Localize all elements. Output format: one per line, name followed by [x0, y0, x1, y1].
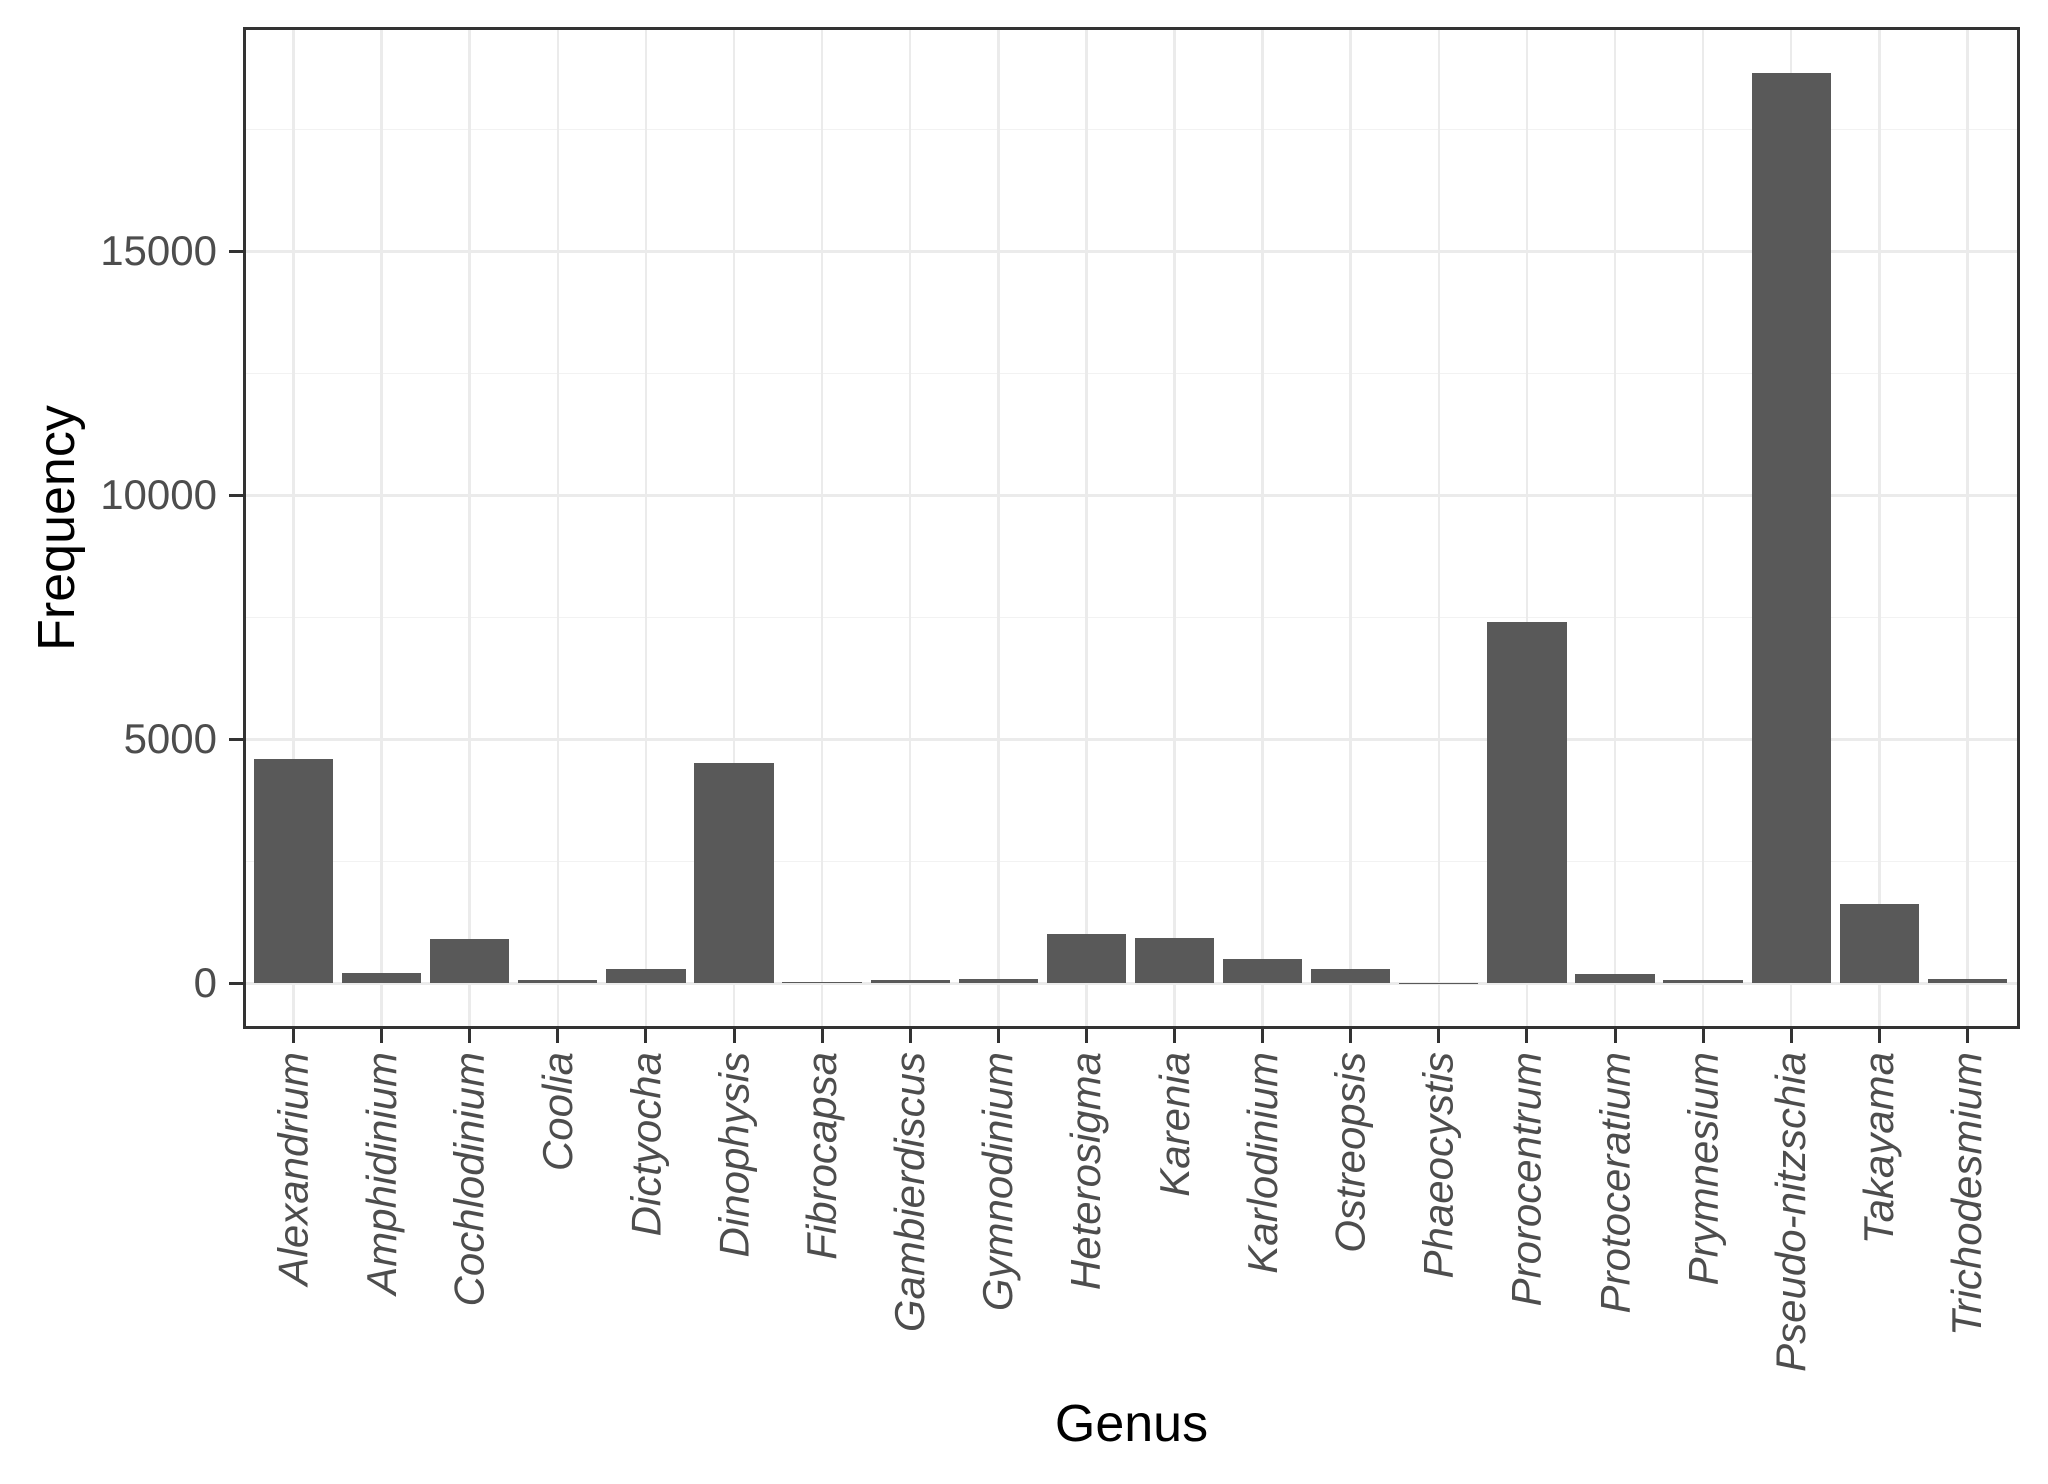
bar-pseudo-nitzschia [1751, 73, 1831, 984]
x-tick-label-phaeocystis: Phaeocystis [1414, 1052, 1462, 1279]
gridline-minor-y-12500 [246, 372, 2017, 375]
x-tick-label-heterosigma: Heterosigma [1062, 1052, 1110, 1291]
y-tick-15000 [229, 249, 243, 253]
gridline-major-x-coolia [556, 30, 560, 1026]
x-tick-label-pseudo-nitzschia: Pseudo-nitzschia [1767, 1052, 1815, 1372]
gridline-major-x-cochlodinium [468, 30, 471, 1026]
bar-heterosigma [1046, 934, 1127, 984]
gridline-major-x-fibrocapsa [820, 30, 824, 1026]
bar-ostreopsis [1311, 968, 1391, 984]
gridline-major-x-alexandrium [292, 30, 295, 1026]
x-tick-gambierdiscus [908, 1029, 912, 1043]
gridline-major-x-ostreopsis [1349, 30, 1352, 1026]
x-tick-karenia [1173, 1029, 1176, 1043]
x-tick-label-fibrocapsa: Fibrocapsa [798, 1052, 846, 1260]
bar-prorocentrum [1487, 622, 1567, 984]
gridline-major-x-takayama [1878, 30, 1881, 1026]
x-tick-heterosigma [1084, 1029, 1088, 1043]
x-tick-prorocentrum [1525, 1029, 1529, 1043]
bar-alexandrium [253, 758, 334, 984]
bar-coolia [518, 980, 598, 984]
x-tick-protoceratium [1613, 1029, 1617, 1043]
gridline-major-x-karenia [1173, 30, 1176, 1026]
y-axis-title: Frequency [28, 405, 86, 651]
gridline-major-x-karlodinium [1261, 30, 1264, 1026]
x-tick-label-karlodinium: Karlodinium [1238, 1052, 1286, 1274]
bar-gambierdiscus [870, 980, 950, 984]
bar-trichodesmium [1927, 979, 2008, 984]
x-tick-fibrocapsa [820, 1029, 824, 1043]
gridline-major-x-prymnesium [1701, 30, 1705, 1026]
gridline-major-x-trichodesmium [1966, 30, 1969, 1026]
x-tick-pseudo-nitzschia [1789, 1029, 1793, 1043]
x-tick-takayama [1877, 1029, 1881, 1043]
x-tick-dinophysis [732, 1029, 736, 1043]
x-tick-label-gymnodinium: Gymnodinium [974, 1052, 1022, 1312]
bar-takayama [1839, 904, 1919, 984]
x-tick-label-dictyocha: Dictyocha [621, 1052, 669, 1237]
gridline-major-x-prorocentrum [1525, 30, 1529, 1026]
x-tick-label-takayama: Takayama [1855, 1052, 1903, 1245]
gridline-major-x-gymnodinium [997, 30, 1000, 1026]
x-tick-coolia [556, 1029, 560, 1043]
x-tick-label-trichodesmium: Trichodesmium [1943, 1052, 1991, 1336]
x-tick-cochlodinium [468, 1029, 472, 1043]
gridline-major-x-phaeocystis [1437, 30, 1441, 1026]
gridline-minor-y-7500 [246, 616, 2017, 619]
bar-cochlodinium [430, 939, 510, 984]
bar-amphidinium [341, 973, 422, 984]
x-tick-label-karenia: Karenia [1150, 1052, 1198, 1197]
plot-panel [243, 27, 2020, 1029]
x-tick-amphidinium [380, 1029, 384, 1043]
x-tick-dictyocha [644, 1029, 648, 1043]
y-tick-5000 [229, 737, 243, 741]
x-tick-label-ostreopsis: Ostreopsis [1326, 1052, 1374, 1253]
x-tick-gymnodinium [996, 1029, 1000, 1043]
x-tick-prymnesium [1701, 1029, 1705, 1043]
x-tick-label-protoceratium: Protoceratium [1591, 1052, 1638, 1314]
bar-karenia [1134, 938, 1215, 984]
x-tick-label-prorocentrum: Prorocentrum [1502, 1052, 1550, 1307]
x-tick-label-dinophysis: Dinophysis [710, 1052, 757, 1258]
x-tick-ostreopsis [1349, 1029, 1353, 1043]
bar-dictyocha [606, 969, 686, 984]
bar-dinophysis [694, 762, 774, 984]
y-tick-0 [229, 981, 243, 985]
gridline-major-x-protoceratium [1613, 30, 1617, 1026]
x-tick-phaeocystis [1437, 1029, 1441, 1043]
gridline-major-y-10000 [246, 494, 2017, 497]
bar-karlodinium [1222, 958, 1303, 984]
x-tick-alexandrium [292, 1029, 295, 1043]
x-tick-label-alexandrium: Alexandrium [269, 1052, 317, 1286]
x-tick-label-amphidinium: Amphidinium [357, 1052, 405, 1295]
gridline-major-y-0 [246, 982, 2017, 985]
gridline-major-x-dictyocha [644, 30, 648, 1026]
bar-fibrocapsa [782, 982, 862, 984]
gridline-minor-y-17500 [246, 128, 2017, 131]
x-axis-title: Genus [1054, 1395, 1209, 1453]
x-tick-label-coolia: Coolia [533, 1052, 581, 1172]
gridline-major-x-gambierdiscus [908, 30, 912, 1026]
y-tick-label-15000: 15000 [100, 227, 217, 275]
x-tick-trichodesmium [1965, 1029, 1969, 1043]
y-tick-label-5000: 5000 [123, 715, 217, 763]
x-tick-label-cochlodinium: Cochlodinium [445, 1052, 493, 1307]
x-tick-label-prymnesium: Prymnesium [1679, 1052, 1727, 1286]
bar-prymnesium [1663, 979, 1743, 984]
y-tick-label-0: 0 [193, 959, 217, 1007]
bar-protoceratium [1575, 974, 1655, 984]
x-tick-karlodinium [1261, 1029, 1265, 1043]
x-tick-label-gambierdiscus: Gambierdiscus [886, 1052, 934, 1333]
gridline-major-x-heterosigma [1085, 30, 1088, 1026]
bar-gymnodinium [958, 978, 1038, 984]
gridline-major-x-dinophysis [732, 30, 736, 1026]
gridline-major-x-amphidinium [380, 30, 383, 1026]
gridline-major-y-5000 [246, 738, 2017, 741]
gridline-major-y-15000 [246, 250, 2017, 253]
gridline-minor-y-2500 [246, 860, 2017, 863]
y-tick-label-10000: 10000 [100, 471, 217, 519]
y-tick-10000 [229, 493, 243, 497]
